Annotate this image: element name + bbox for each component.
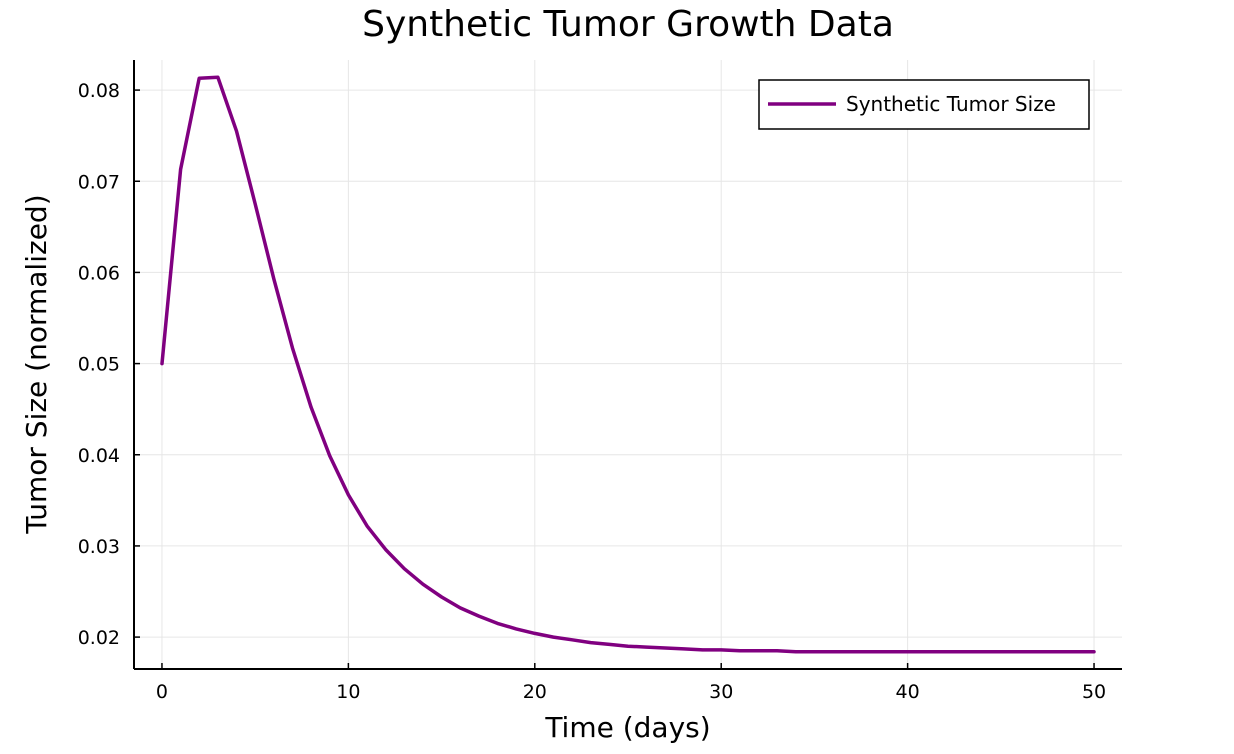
y-tick-label: 0.02: [78, 627, 120, 649]
legend: Synthetic Tumor Size: [758, 79, 1090, 130]
y-axis-ticks: 0.02 0.03 0.04 0.05 0.06 0.07 0.08: [78, 80, 140, 649]
grid-lines: [134, 60, 1122, 669]
x-tick-label: 0: [156, 681, 168, 703]
y-tick-label: 0.08: [78, 80, 120, 102]
x-tick-label: 50: [1082, 681, 1106, 703]
y-axis-title: Tumor Size (normalized): [20, 194, 53, 534]
legend-label-synthetic-tumor-size: Synthetic Tumor Size: [846, 92, 1056, 116]
series-layer: [160, 75, 1096, 654]
y-tick-label: 0.04: [78, 445, 120, 467]
y-tick-label: 0.07: [78, 171, 120, 193]
series-line-synthetic-tumor-size: [160, 75, 1096, 654]
x-tick-label: 10: [336, 681, 360, 703]
chart-title: Synthetic Tumor Growth Data: [362, 4, 894, 45]
x-tick-label: 20: [523, 681, 547, 703]
y-tick-label: 0.06: [78, 262, 120, 284]
x-axis-ticks: 0 10 20 30 40 50: [156, 663, 1106, 703]
x-axis-title: Time (days): [544, 711, 710, 744]
y-tick-label: 0.05: [78, 354, 120, 376]
x-tick-label: 30: [709, 681, 733, 703]
x-tick-label: 40: [896, 681, 920, 703]
y-tick-label: 0.03: [78, 536, 120, 558]
